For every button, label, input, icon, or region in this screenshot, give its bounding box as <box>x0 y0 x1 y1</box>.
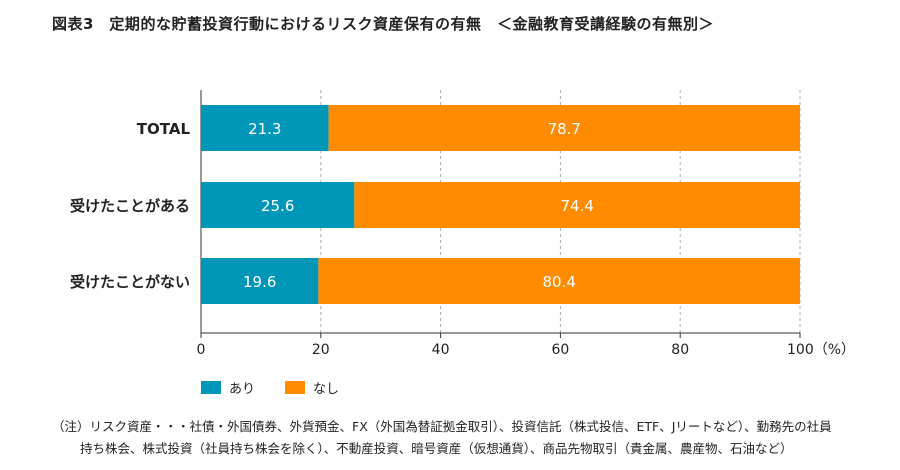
x-tick-label: 20 <box>312 342 330 358</box>
footnote-line-1: （注）リスク資産・・・社債・外国債券、外貨預金、FX（外国為替証拠金取引）、投資… <box>52 419 832 434</box>
data-label: 25.6 <box>261 197 294 215</box>
x-tick-label: 0 <box>197 342 206 358</box>
bar-segment <box>328 105 800 151</box>
category-label: TOTAL <box>137 120 191 138</box>
data-label: 19.6 <box>243 273 276 291</box>
bar-segment <box>318 258 800 304</box>
legend-label-ari: あり <box>229 382 256 397</box>
data-label: 21.3 <box>248 120 281 138</box>
data-label: 80.4 <box>542 273 575 291</box>
x-tick-label: 100（%） <box>787 342 855 358</box>
bar-segment <box>201 105 329 151</box>
bar-segment <box>201 182 355 228</box>
x-tick-label: 60 <box>551 342 569 358</box>
bar-segment <box>201 258 319 304</box>
category-label: 受けたことがある <box>70 197 190 215</box>
x-tick-label: 80 <box>671 342 689 358</box>
legend-swatch-ari <box>201 381 221 394</box>
legend-swatch-nashi <box>285 381 305 394</box>
data-label: 78.7 <box>548 120 581 138</box>
legend-label-nashi: なし <box>313 382 340 397</box>
data-label: 74.4 <box>560 197 593 215</box>
bar-segment <box>354 182 800 228</box>
chart-title: 図表3 定期的な貯蓄投資行動におけるリスク資産保有の有無 ＜金融教育受講経験の有… <box>52 15 714 33</box>
legend-item-nashi: なし <box>285 378 339 397</box>
category-label: 受けたことがない <box>70 273 190 291</box>
legend-item-ari: あり <box>201 378 255 397</box>
footnote-line-2: 持ち株会、株式投資（社員持ち株会を除く）、不動産投資、暗号資産（仮想通貨）、商品… <box>80 441 793 456</box>
x-tick-label: 40 <box>432 342 450 358</box>
